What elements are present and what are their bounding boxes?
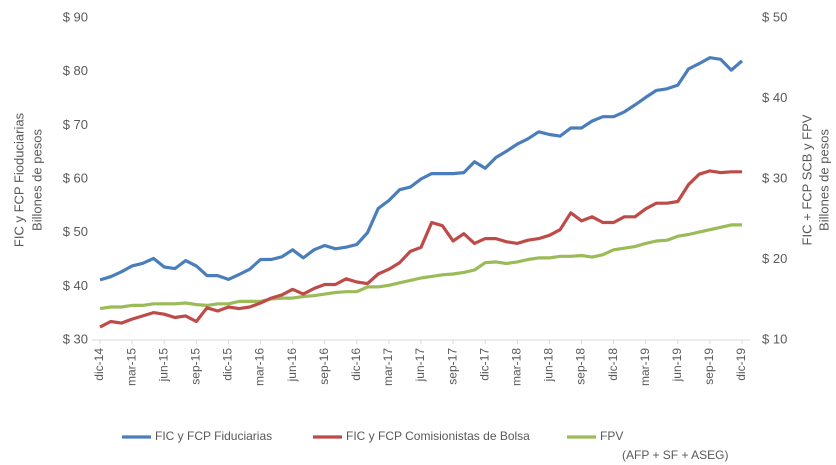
x-tick-label: jun-17 [413, 348, 427, 383]
y2-tick-label: $ 10 [762, 331, 787, 346]
x-tick-label: sep-18 [574, 348, 588, 385]
x-tick-label: dic-16 [349, 348, 363, 381]
y-tick-label: $ 90 [63, 9, 88, 24]
x-tick-label: dic-14 [92, 348, 106, 381]
y2-tick-label: $ 20 [762, 251, 787, 266]
y2-tick-label: $ 50 [762, 9, 787, 24]
legend-label: FIC y FCP Fiduciarias [155, 429, 272, 443]
y-axis-title: FIC y FCP Fioduciarias [11, 112, 26, 247]
x-tick-label: sep-17 [445, 348, 459, 385]
y-axis-subtitle: Billones de pesos [29, 129, 44, 231]
y-tick-label: $ 70 [63, 117, 88, 132]
x-tick-label: sep-16 [317, 348, 331, 385]
x-tick-label: jun-15 [156, 348, 170, 383]
x-tick-label: mar-16 [253, 348, 267, 386]
series-line [99, 223, 742, 311]
y-tick-label: $ 80 [63, 63, 88, 78]
x-tick-label: mar-18 [509, 348, 523, 386]
x-tick-label: dic-17 [477, 348, 491, 381]
x-tick-label: sep-15 [188, 348, 202, 385]
x-tick-label: sep-19 [702, 348, 716, 385]
x-tick-label: mar-17 [381, 348, 395, 386]
y2-tick-label: $ 30 [762, 170, 787, 185]
y-tick-label: $ 30 [63, 331, 88, 346]
x-tick-label: jun-18 [542, 348, 556, 383]
y-tick-label: $ 40 [63, 278, 88, 293]
series-line [99, 56, 744, 282]
legend-label: FIC y FCP Comisionistas de Bolsa [346, 429, 530, 443]
x-tick-label: dic-15 [221, 348, 235, 381]
y-tick-label: $ 60 [63, 170, 88, 185]
series-line [99, 169, 742, 329]
x-tick-label: dic-19 [734, 348, 748, 381]
x-tick-label: mar-15 [124, 348, 138, 386]
x-tick-label: jun-19 [670, 348, 684, 383]
y2-axis-subtitle: Billones de pesos [816, 129, 831, 231]
legend-note: (AFP + SF + ASEG) [622, 448, 728, 462]
x-tick-label: mar-19 [638, 348, 652, 386]
y2-tick-label: $ 40 [762, 90, 787, 105]
x-tick-label: jun-16 [285, 348, 299, 383]
x-tick-label: dic-18 [606, 348, 620, 381]
y2-axis-title: FIC + FCP SCB y FPV [799, 114, 814, 245]
y-tick-label: $ 50 [63, 224, 88, 239]
legend-label: FPV [600, 429, 623, 443]
